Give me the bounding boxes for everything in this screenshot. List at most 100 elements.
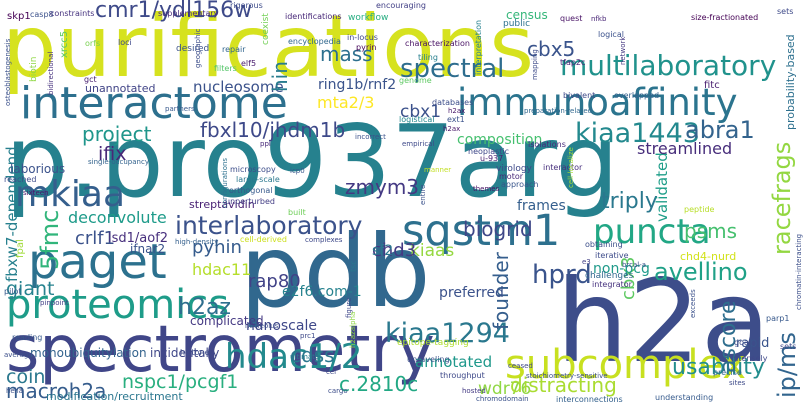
word: orthogonal bbox=[229, 186, 273, 195]
word: h2ax bbox=[448, 107, 466, 115]
word: throughput bbox=[440, 371, 485, 380]
word: sets bbox=[780, 342, 797, 351]
word: gct bbox=[84, 75, 97, 84]
word: isolations bbox=[528, 140, 566, 149]
word: identifications bbox=[285, 12, 342, 21]
word: usability bbox=[672, 355, 765, 380]
word: brcal-a bbox=[622, 261, 647, 269]
word: cmr1/ydl156w bbox=[95, 0, 253, 23]
word: fbxl10/jhdm1b bbox=[200, 118, 346, 142]
word: themes bbox=[473, 185, 500, 193]
word: desired bbox=[176, 44, 210, 54]
word: goal bbox=[734, 338, 752, 347]
word: exceeds bbox=[689, 289, 697, 318]
word: cdss bbox=[290, 343, 335, 367]
word: skp1 bbox=[7, 11, 31, 22]
word: e3 bbox=[582, 258, 591, 266]
word: zmym3 bbox=[345, 175, 420, 199]
word: parp1 bbox=[766, 314, 790, 323]
word: size-fractionated bbox=[691, 13, 759, 22]
word: public bbox=[503, 19, 531, 29]
word: neoplastic bbox=[468, 147, 510, 156]
word: bidirectional bbox=[47, 51, 55, 95]
word: streamlined bbox=[637, 139, 733, 158]
word: cbx1 bbox=[400, 102, 442, 122]
word: immunoaffinity bbox=[457, 81, 738, 124]
word: single-occupancy bbox=[88, 158, 149, 166]
word: complicated bbox=[190, 314, 264, 328]
word: characterization bbox=[405, 39, 470, 48]
word: pyhin bbox=[192, 237, 242, 258]
word: approach bbox=[501, 180, 539, 189]
word: reached bbox=[4, 175, 37, 184]
word: pyrin bbox=[356, 43, 377, 52]
word: proteomics bbox=[6, 282, 230, 328]
word: cel bbox=[326, 368, 337, 376]
word: prc1 bbox=[300, 332, 316, 340]
word: monoubiquitylation bbox=[30, 346, 147, 360]
word: encouraging bbox=[376, 1, 426, 10]
word: sf2 bbox=[372, 243, 394, 259]
word: subcomplex bbox=[505, 342, 747, 388]
word: macroh2a bbox=[6, 379, 107, 403]
word: composition bbox=[457, 132, 543, 148]
word: sets bbox=[777, 7, 794, 16]
word: coexist bbox=[261, 13, 271, 45]
word: coin bbox=[6, 366, 46, 388]
word: preferred bbox=[439, 285, 504, 301]
word: quest bbox=[560, 14, 583, 23]
word: kiaa1294 bbox=[385, 318, 510, 349]
word: tiling bbox=[418, 53, 438, 62]
word: large-scale bbox=[236, 175, 280, 184]
word: racefrags bbox=[768, 141, 796, 255]
word: icp0 bbox=[290, 167, 305, 175]
word: triply bbox=[601, 189, 658, 214]
word: c.2810c bbox=[339, 372, 419, 396]
word: modification/recruitment bbox=[46, 390, 183, 403]
word: hin bbox=[268, 61, 292, 92]
word: precise bbox=[713, 368, 742, 377]
word: nucleolus bbox=[245, 322, 279, 330]
word: rapid bbox=[736, 336, 770, 351]
word: integrator bbox=[592, 280, 632, 289]
word: chd3 bbox=[372, 240, 417, 261]
word: elf5 bbox=[241, 59, 257, 68]
word: chd4-nurd bbox=[680, 250, 737, 263]
word: ifnar2 bbox=[130, 242, 166, 256]
word: nfkb bbox=[591, 15, 607, 23]
word: built bbox=[288, 208, 306, 217]
word: repair bbox=[222, 45, 246, 54]
word: virology bbox=[496, 164, 532, 174]
word: casp8 bbox=[30, 10, 54, 19]
word: interpretation bbox=[474, 19, 483, 75]
word: nucleosome bbox=[193, 78, 284, 96]
word: probability-based bbox=[784, 34, 797, 130]
word: osteoblastogenesis bbox=[4, 38, 12, 106]
word: streptavidin bbox=[189, 198, 255, 211]
word: nspc1/pcgf1 bbox=[122, 371, 239, 393]
word: cell-derived bbox=[240, 235, 287, 244]
word: incorrect bbox=[355, 133, 386, 141]
word: unannotated bbox=[85, 82, 156, 95]
word: biotin bbox=[29, 56, 39, 82]
word: chromodomain bbox=[476, 395, 529, 403]
word: databases bbox=[432, 98, 474, 107]
word: epitope-tagging bbox=[397, 338, 469, 348]
word: pinpoint bbox=[40, 299, 69, 307]
word: reading bbox=[12, 333, 43, 342]
word: mta2/3 bbox=[317, 93, 375, 112]
word: cell-localize bbox=[567, 147, 575, 188]
word: psms bbox=[684, 219, 738, 243]
word: tfap2c bbox=[560, 58, 586, 67]
word: nanoscale bbox=[246, 318, 317, 334]
word: microscopy bbox=[230, 165, 276, 174]
word: non-pcg bbox=[593, 261, 650, 277]
word: network bbox=[619, 36, 627, 65]
word: challenges bbox=[585, 271, 634, 281]
word: puncta bbox=[593, 212, 711, 252]
word: geographic bbox=[194, 28, 202, 68]
word: understanding bbox=[655, 393, 714, 402]
word: h2azalpha bbox=[349, 311, 357, 348]
word: giant bbox=[6, 278, 55, 300]
word: sqstm1 bbox=[402, 206, 561, 256]
